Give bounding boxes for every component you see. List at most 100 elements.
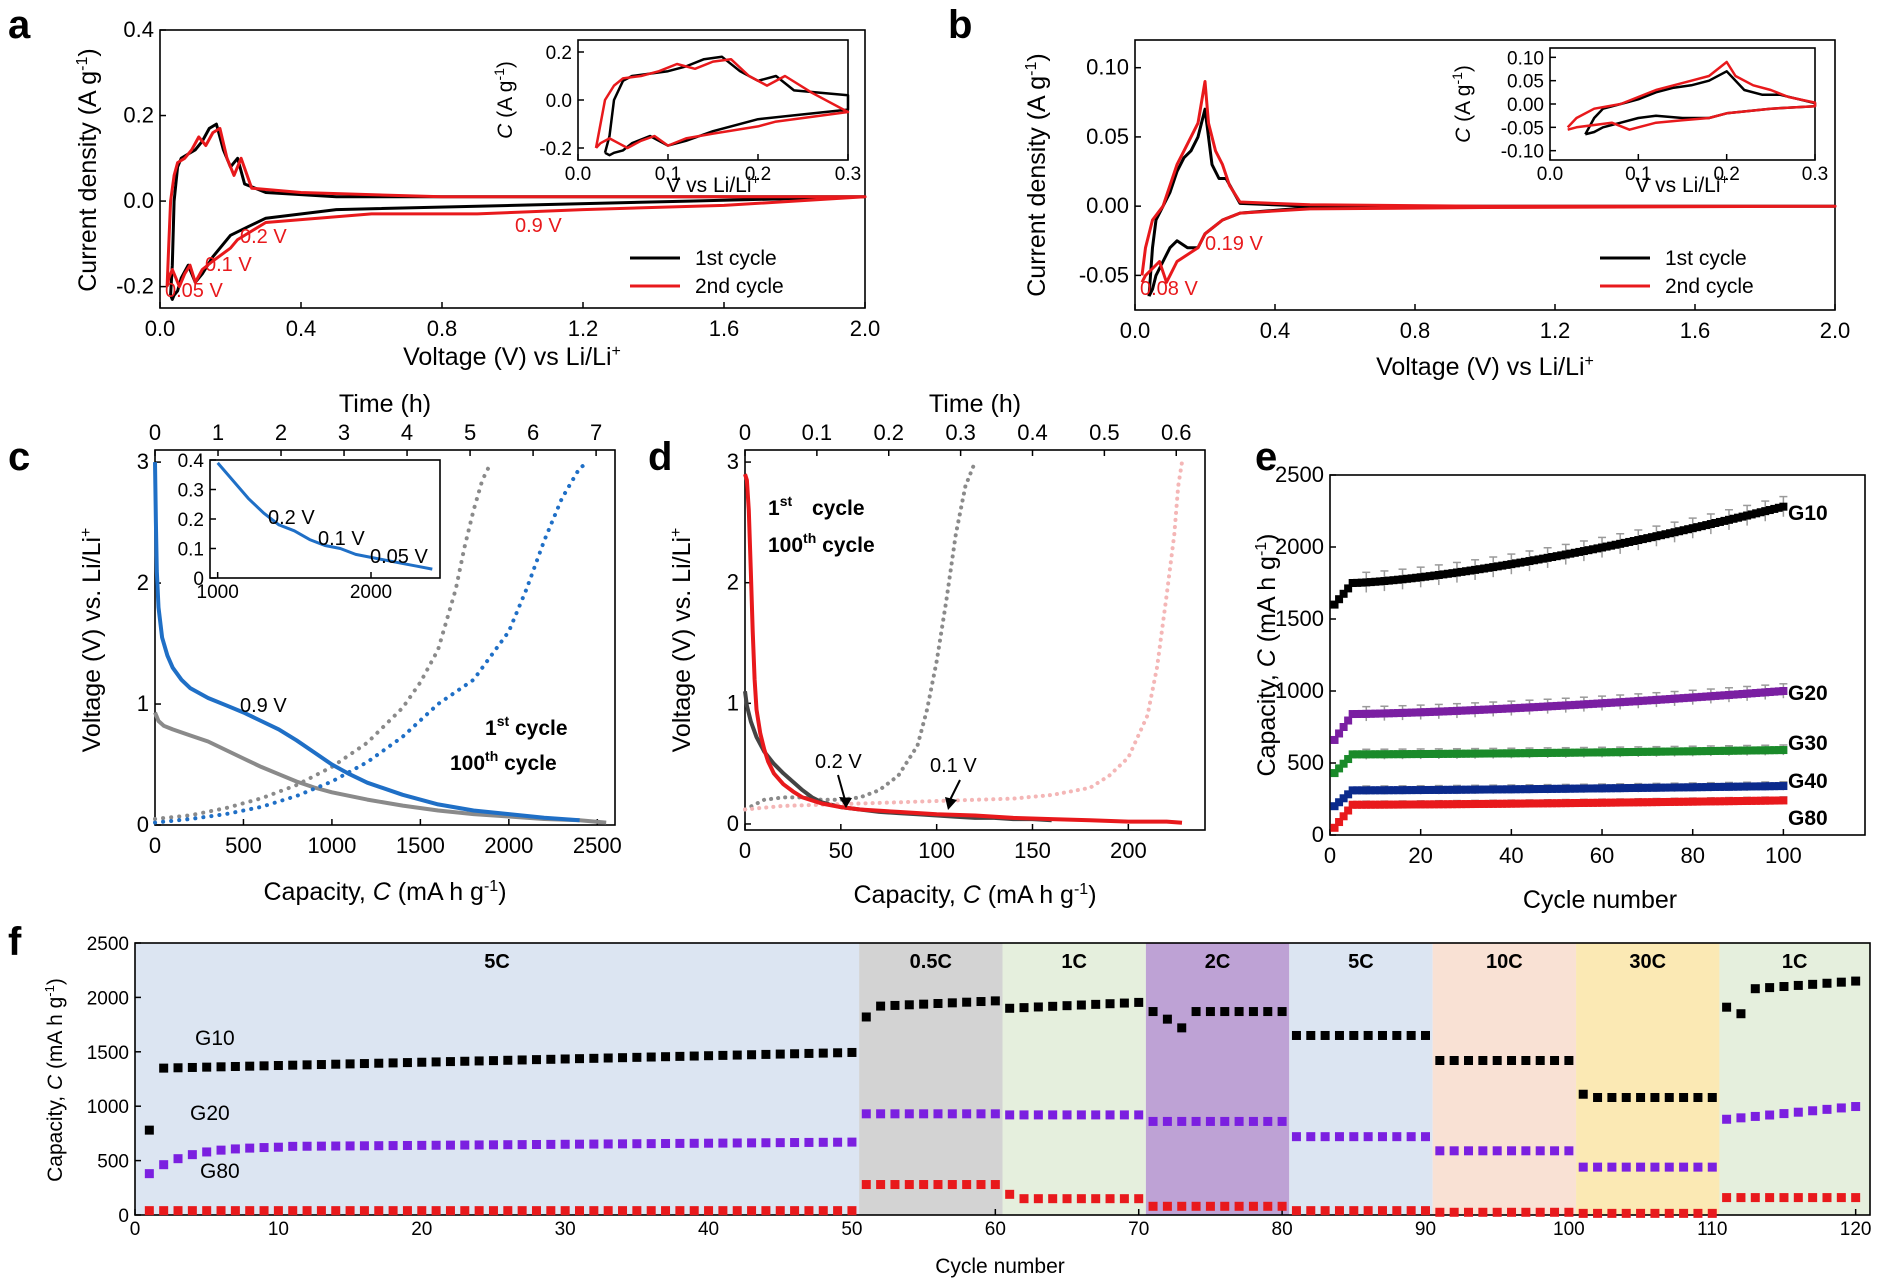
point-f-2-106 bbox=[1650, 1208, 1660, 1218]
point-f-0-85 bbox=[1349, 1030, 1359, 1040]
point-e-1-76 bbox=[1670, 694, 1679, 703]
y-tick-label-c-inset-2: 0.2 bbox=[178, 510, 204, 531]
x2-tick-label-c-7: 7 bbox=[590, 420, 602, 445]
point-e-4-24 bbox=[1434, 800, 1443, 809]
point-e-2-100 bbox=[1779, 746, 1788, 755]
point-e-4-9 bbox=[1366, 800, 1375, 809]
point-e-2-91 bbox=[1738, 746, 1747, 755]
point-e-1-31 bbox=[1466, 706, 1475, 715]
inset-frame-b bbox=[1549, 47, 1816, 161]
point-f-0-13 bbox=[316, 1060, 326, 1070]
point-e-4-93 bbox=[1747, 796, 1756, 805]
point-e-4-61 bbox=[1602, 798, 1611, 807]
point-e-3-79 bbox=[1684, 783, 1693, 792]
point-e-4-85 bbox=[1711, 797, 1720, 806]
point-e-2-31 bbox=[1466, 749, 1475, 758]
point-f-2-3 bbox=[173, 1206, 183, 1216]
y-tick-label-e-5: 2500 bbox=[1275, 462, 1324, 487]
point-e-0-17 bbox=[1403, 574, 1412, 583]
point-f-2-72 bbox=[1162, 1201, 1172, 1211]
point-f-1-27 bbox=[517, 1140, 527, 1150]
point-f-1-61 bbox=[1005, 1110, 1015, 1120]
point-f-1-63 bbox=[1033, 1110, 1043, 1120]
point-e-1-64 bbox=[1616, 698, 1625, 707]
point-e-2-66 bbox=[1625, 748, 1634, 757]
point-e-3-62 bbox=[1607, 784, 1616, 793]
legend-label-b-1: 2nd cycle bbox=[1665, 275, 1754, 298]
point-e-4-36 bbox=[1489, 799, 1498, 808]
point-e-2-11 bbox=[1375, 750, 1384, 759]
point-e-2-54 bbox=[1570, 748, 1579, 757]
point-e-0-61 bbox=[1602, 542, 1611, 551]
point-e-4-5 bbox=[1348, 800, 1357, 809]
point-e-1-26 bbox=[1443, 707, 1452, 716]
point-f-0-30 bbox=[560, 1054, 570, 1064]
x2-axis-label-d: Time (h) bbox=[929, 390, 1021, 418]
point-e-2-20 bbox=[1416, 750, 1425, 759]
point-e-2-19 bbox=[1412, 750, 1421, 759]
point-e-2-10 bbox=[1371, 750, 1380, 759]
point-e-2-18 bbox=[1407, 750, 1416, 759]
point-e-0-37 bbox=[1493, 562, 1502, 571]
point-f-1-55 bbox=[919, 1109, 929, 1119]
point-f-0-11 bbox=[288, 1060, 298, 1070]
point-f-1-79 bbox=[1263, 1116, 1273, 1126]
point-f-1-90 bbox=[1420, 1132, 1430, 1142]
region-label-f-2: 1C bbox=[1061, 951, 1087, 973]
y-tick-label-c-inset-4: 0.4 bbox=[178, 451, 205, 472]
point-f-1-11 bbox=[288, 1141, 298, 1151]
point-e-3-84 bbox=[1706, 783, 1715, 792]
point-e-4-3 bbox=[1339, 812, 1348, 821]
point-e-0-100 bbox=[1779, 502, 1788, 511]
point-f-1-118 bbox=[1822, 1104, 1832, 1114]
point-e-1-37 bbox=[1493, 705, 1502, 714]
point-e-0-36 bbox=[1489, 563, 1498, 572]
point-e-2-16 bbox=[1398, 750, 1407, 759]
point-e-4-69 bbox=[1638, 798, 1647, 807]
point-f-2-104 bbox=[1621, 1208, 1631, 1218]
point-e-0-57 bbox=[1584, 546, 1593, 555]
point-f-1-20 bbox=[417, 1140, 427, 1150]
point-e-3-35 bbox=[1484, 785, 1493, 794]
point-f-1-30 bbox=[560, 1139, 570, 1149]
arrow-d-1 bbox=[949, 779, 961, 801]
point-f-1-110 bbox=[1707, 1162, 1717, 1172]
point-e-4-70 bbox=[1643, 798, 1652, 807]
point-f-1-48 bbox=[818, 1137, 828, 1147]
y-tick-label-d-2: 2 bbox=[727, 570, 739, 595]
point-e-3-11 bbox=[1375, 786, 1384, 795]
point-e-2-67 bbox=[1629, 747, 1638, 756]
point-f-1-86 bbox=[1363, 1132, 1373, 1142]
point-f-2-90 bbox=[1420, 1206, 1430, 1216]
point-f-0-64 bbox=[1048, 1001, 1058, 1011]
x-tick-label-a-inset-2: 0.2 bbox=[745, 164, 771, 185]
point-e-4-52 bbox=[1561, 799, 1570, 808]
point-f-2-25 bbox=[488, 1206, 498, 1216]
point-f-1-15 bbox=[345, 1141, 355, 1151]
point-e-3-85 bbox=[1711, 782, 1720, 791]
point-f-0-2 bbox=[159, 1063, 169, 1073]
point-f-2-68 bbox=[1105, 1194, 1115, 1204]
series-d-1-discharge bbox=[743, 473, 1183, 825]
point-f-2-6 bbox=[216, 1206, 226, 1216]
y-tick-label-f-0: 0 bbox=[118, 1206, 129, 1227]
point-f-0-6 bbox=[216, 1062, 226, 1072]
y-tick-label-f-2: 1000 bbox=[87, 1097, 129, 1118]
panel-label-a: a bbox=[8, 3, 31, 47]
point-f-1-94 bbox=[1478, 1146, 1488, 1156]
point-e-3-61 bbox=[1602, 784, 1611, 793]
point-f-1-53 bbox=[890, 1109, 900, 1119]
point-f-1-69 bbox=[1119, 1110, 1129, 1120]
x2-tick-label-d-3: 0.3 bbox=[945, 420, 976, 445]
point-e-3-22 bbox=[1425, 785, 1434, 794]
point-e-1-6 bbox=[1353, 710, 1362, 719]
inset-series-c bbox=[216, 461, 433, 571]
y-tick-label-c-0: 0 bbox=[137, 812, 149, 837]
point-f-0-67 bbox=[1091, 999, 1101, 1009]
point-e-0-6 bbox=[1353, 578, 1362, 587]
point-e-4-87 bbox=[1720, 797, 1729, 806]
point-f-2-73 bbox=[1177, 1201, 1187, 1211]
point-f-2-16 bbox=[359, 1206, 369, 1216]
point-e-3-97 bbox=[1765, 782, 1774, 791]
